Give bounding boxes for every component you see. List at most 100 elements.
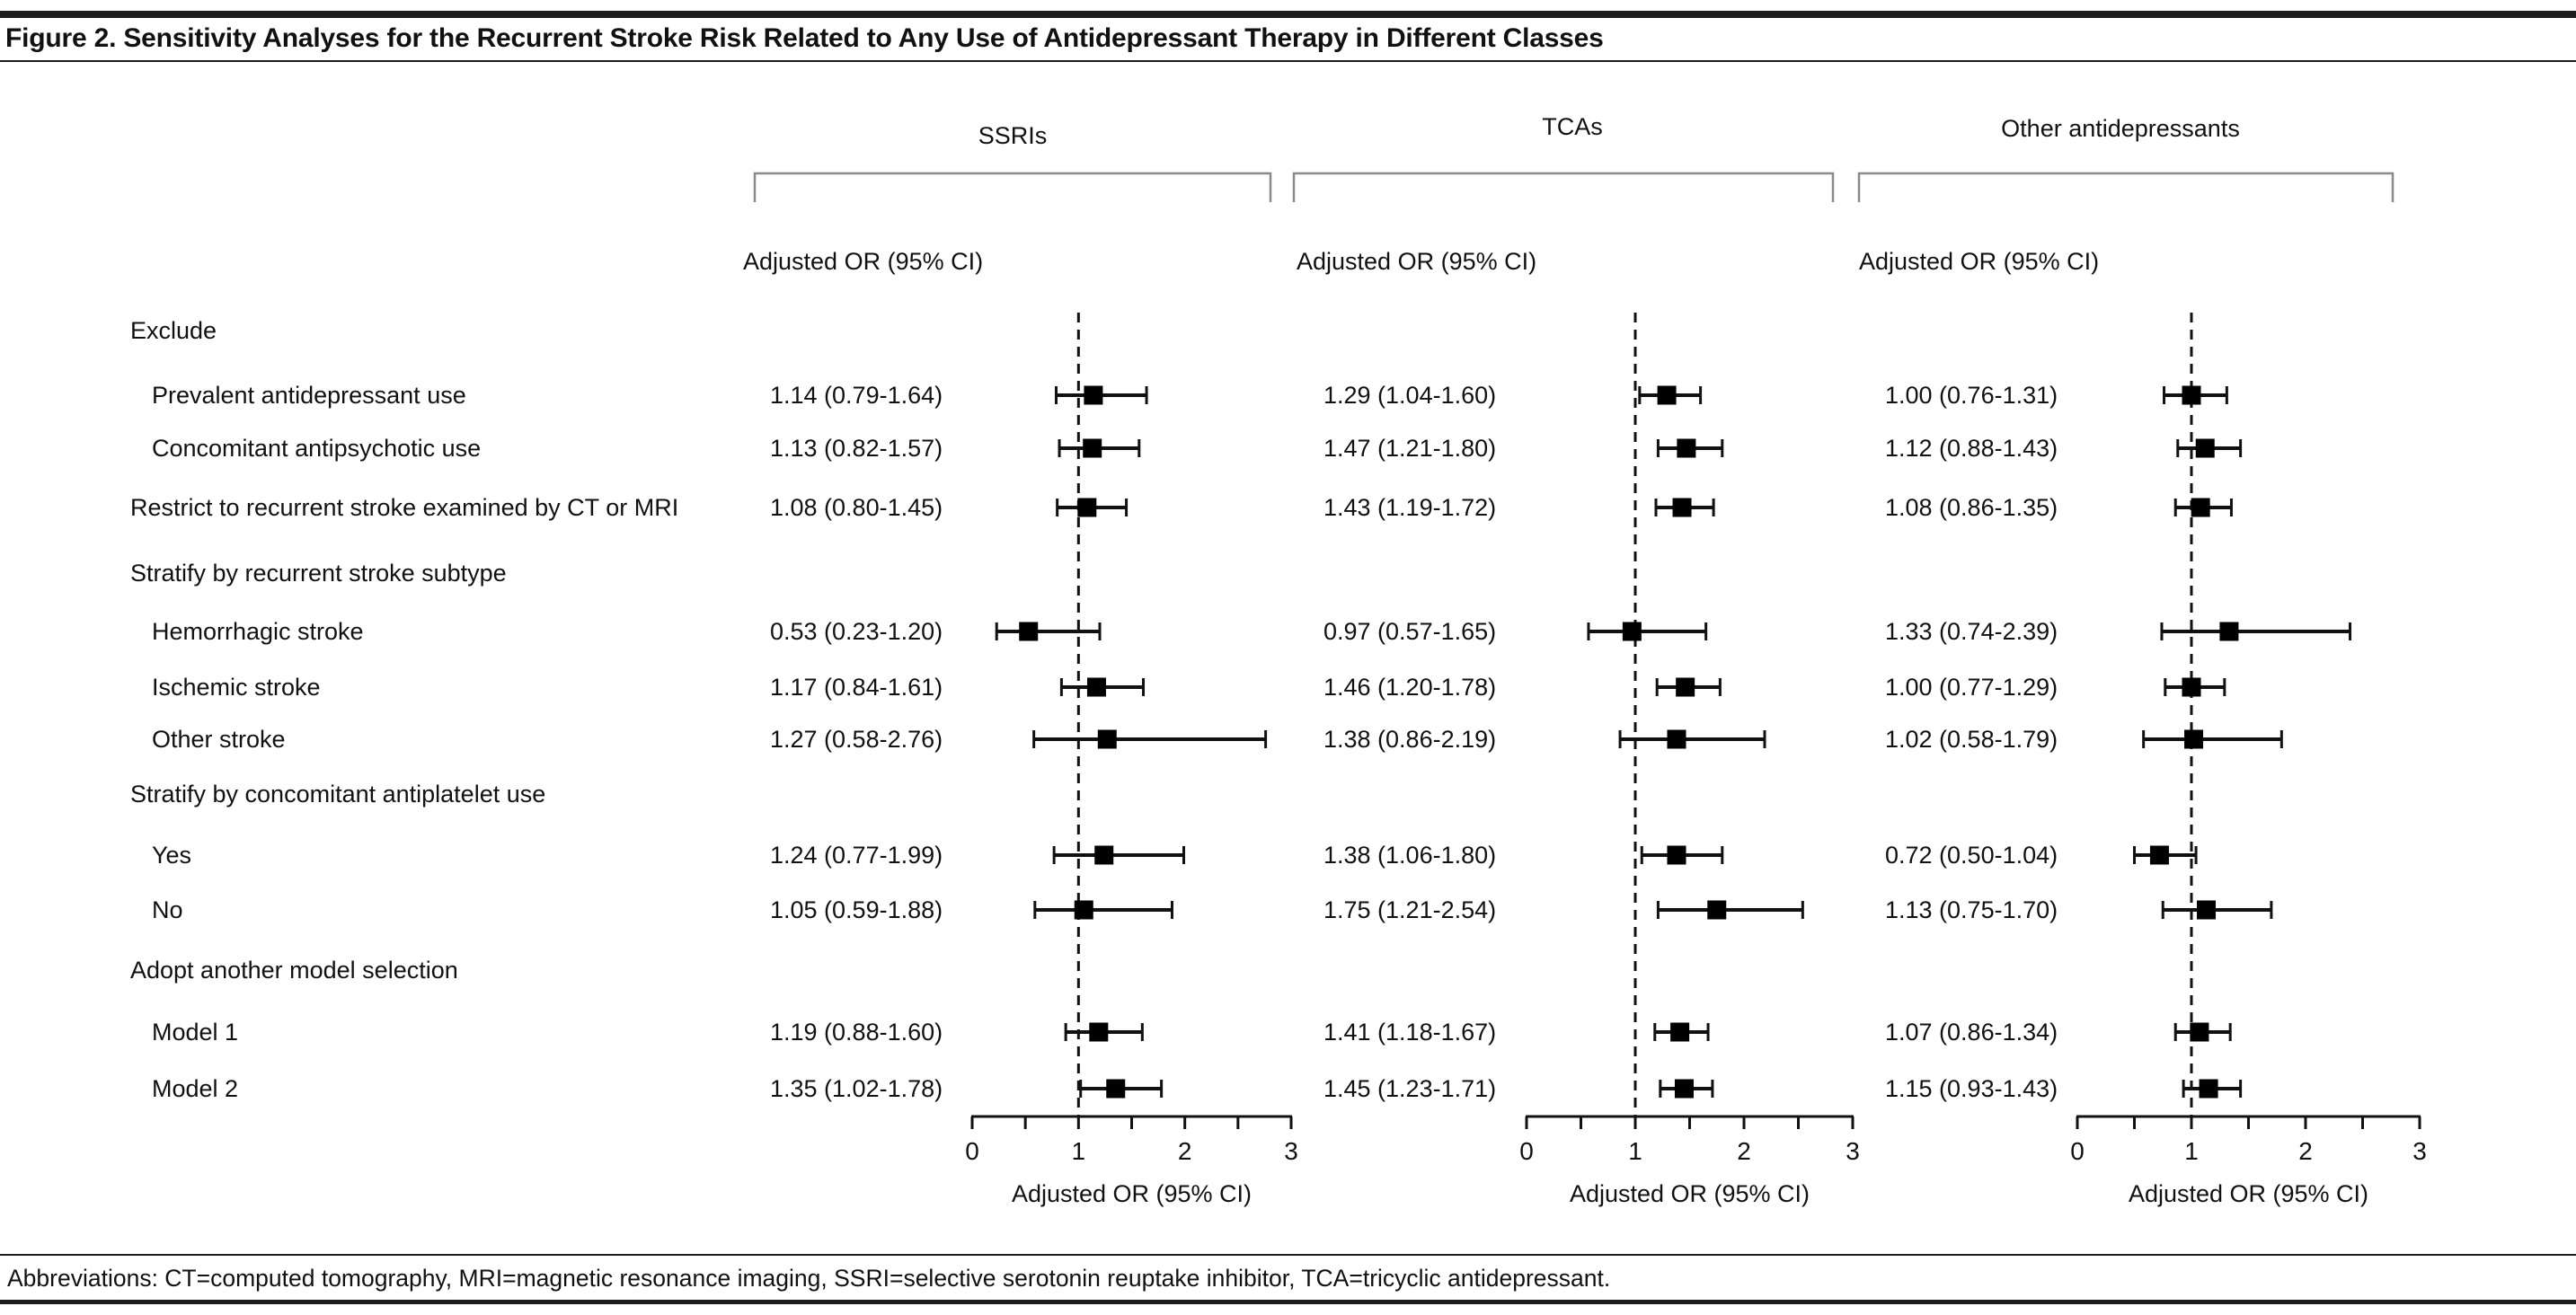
or-value: 1.19 (0.88-1.60) [770,1019,943,1046]
or-value: 1.41 (1.18-1.67) [1323,1019,1497,1046]
figure-title: Figure 2. Sensitivity Analyses for the R… [5,23,1604,53]
x-tick-label: 0 [1519,1137,1534,1165]
or-value: 1.15 (0.93-1.43) [1885,1075,2058,1102]
point-estimate-marker [1676,677,1695,697]
or-value: 1.27 (0.58-2.76) [770,726,943,753]
row-label: Yes [152,842,192,869]
point-estimate-marker [1083,438,1102,458]
row-label: Restrict to recurrent stroke examined by… [130,494,679,521]
x-tick-label: 3 [1284,1137,1298,1165]
x-axis-title: Adjusted OR (95% CI) [2128,1180,2369,1207]
or-value: 1.00 (0.76-1.31) [1885,382,2058,409]
x-axis-title: Adjusted OR (95% CI) [1011,1180,1253,1207]
row-label: Model 2 [152,1075,239,1102]
or-value: 0.53 (0.23-1.20) [770,618,943,645]
or-value: 1.12 (0.88-1.43) [1885,435,2058,462]
or-value: 1.33 (0.74-2.39) [1885,618,2058,645]
or-value: 1.13 (0.75-1.70) [1885,896,2058,923]
or-value: 1.02 (0.58-1.79) [1885,726,2058,753]
or-value: 1.17 (0.84-1.61) [770,674,943,701]
panel-bracket [1292,172,1835,202]
or-value: 1.24 (0.77-1.99) [770,842,943,869]
point-estimate-marker [1089,1022,1109,1042]
row-label: Hemorrhagic stroke [152,618,364,645]
point-estimate-marker [2149,845,2169,865]
row-label: Ischemic stroke [152,674,321,701]
x-tick-label: 3 [1846,1137,1860,1165]
row-group-header: Stratify by concomitant antiplatelet use [130,781,546,808]
point-estimate-marker [1674,1079,1694,1099]
point-estimate-marker [1019,622,1039,641]
point-estimate-marker [2182,385,2201,405]
x-tick-label: 0 [2070,1137,2085,1165]
point-estimate-marker [2199,1079,2218,1099]
panel-column-header: Adjusted OR (95% CI) [1297,248,1537,275]
point-estimate-marker [2197,900,2217,920]
row-label: Model 1 [152,1019,239,1046]
x-tick-label: 1 [2184,1137,2199,1165]
or-value: 1.35 (1.02-1.78) [770,1075,943,1102]
or-value: 1.45 (1.23-1.71) [1323,1075,1497,1102]
point-estimate-marker [2190,1022,2209,1042]
panel-bracket [1857,172,2395,202]
panel-column-header: Adjusted OR (95% CI) [743,248,984,275]
point-estimate-marker [2195,438,2215,458]
point-estimate-marker [1084,385,1103,405]
point-estimate-marker [1094,845,1114,865]
point-estimate-marker [1077,498,1097,517]
or-value: 1.46 (1.20-1.78) [1323,674,1497,701]
x-tick-label: 3 [2412,1137,2427,1165]
or-value: 1.14 (0.79-1.64) [770,382,943,409]
or-value: 1.29 (1.04-1.60) [1323,382,1497,409]
point-estimate-marker [1657,385,1677,405]
footer-top-rule [0,1254,2576,1256]
panel-title: SSRIs [978,122,1048,149]
or-value: 1.47 (1.21-1.80) [1323,435,1497,462]
or-value: 1.07 (0.86-1.34) [1885,1019,2058,1046]
row-group-header: Exclude [130,317,217,344]
row-label: No [152,896,183,923]
point-estimate-marker [1672,498,1692,517]
point-estimate-marker [1667,729,1686,749]
x-tick-label: 2 [1737,1137,1751,1165]
title-rule [0,60,2576,62]
point-estimate-marker [2219,622,2239,641]
point-estimate-marker [2191,498,2210,517]
panel-title: Other antidepressants [2001,115,2240,142]
row-label: Other stroke [152,726,286,753]
or-value: 1.00 (0.77-1.29) [1885,674,2058,701]
x-tick-label: 0 [965,1137,979,1165]
or-value: 1.08 (0.86-1.35) [1885,494,2058,521]
or-value: 1.05 (0.59-1.88) [770,896,943,923]
point-estimate-marker [1707,900,1727,920]
or-value: 1.08 (0.80-1.45) [770,494,943,521]
row-label: Concomitant antipsychotic use [152,435,482,462]
top-rule [0,11,2576,18]
x-axis-title: Adjusted OR (95% CI) [1569,1180,1810,1207]
row-group-header: Stratify by recurrent stroke subtype [130,560,507,587]
point-estimate-marker [1097,729,1117,749]
point-estimate-marker [2182,677,2201,697]
panel-bracket [753,172,1272,202]
panel-column-header: Adjusted OR (95% CI) [1859,248,2100,275]
x-tick-label: 1 [1628,1137,1642,1165]
or-value: 1.75 (1.21-2.54) [1323,896,1497,923]
point-estimate-marker [1106,1079,1126,1099]
or-value: 0.72 (0.50-1.04) [1885,842,2058,869]
point-estimate-marker [1086,677,1106,697]
x-tick-label: 1 [1071,1137,1086,1165]
or-value: 0.97 (0.57-1.65) [1323,618,1497,645]
panel-title: TCAs [1542,113,1603,140]
point-estimate-marker [1667,845,1686,865]
abbreviations-note: Abbreviations: CT=computed tomography, M… [7,1265,1611,1292]
or-value: 1.38 (1.06-1.80) [1323,842,1497,869]
or-value: 1.13 (0.82-1.57) [770,435,943,462]
x-tick-label: 2 [2298,1137,2313,1165]
row-label: Prevalent antidepressant use [152,382,466,409]
or-value: 1.43 (1.19-1.72) [1323,494,1497,521]
point-estimate-marker [1074,900,1093,920]
x-tick-label: 2 [1177,1137,1192,1165]
point-estimate-marker [1677,438,1696,458]
